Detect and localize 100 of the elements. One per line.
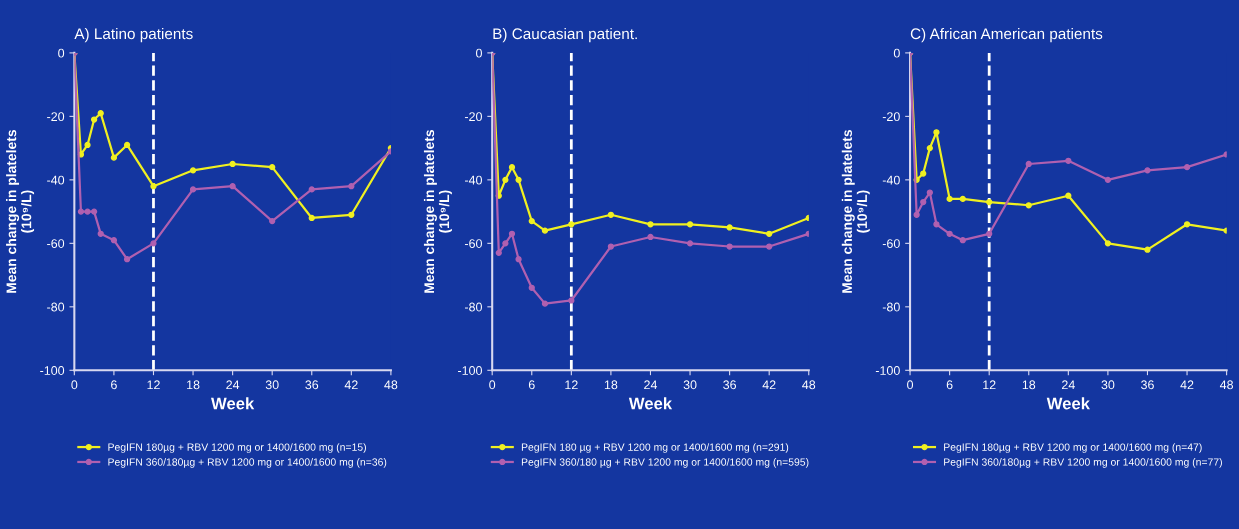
y-tick-label: -100: [40, 366, 65, 375]
y-tick-label: -60: [464, 239, 482, 248]
point: [123, 141, 131, 149]
point: [1104, 176, 1112, 183]
point: [933, 129, 940, 136]
y-tick-label: 0: [58, 48, 65, 58]
point: [77, 208, 85, 215]
point: [607, 243, 615, 250]
point: [269, 164, 276, 171]
point: [229, 183, 236, 190]
point: [97, 110, 104, 117]
y-axis-title: Mean change in platelets (10⁹/L): [423, 129, 452, 293]
point: [502, 176, 509, 183]
x-tick-label: 12: [983, 380, 996, 390]
x-tick-label: 12: [565, 380, 578, 390]
point: [515, 256, 522, 263]
point: [502, 240, 509, 247]
y-tick-label: 0: [893, 48, 900, 58]
x-tick-label: 30: [265, 380, 279, 390]
x-tick-label: 36: [305, 380, 319, 390]
x-tick-label: 6: [528, 380, 535, 390]
y-tick-label: -80: [464, 302, 482, 312]
point: [189, 186, 197, 193]
x-tick-label: 36: [723, 380, 737, 390]
x-tick-label: 6: [946, 380, 953, 390]
point: [946, 195, 953, 203]
x-tick-label: 48: [384, 380, 398, 390]
y-axis-title: Mean change in platelets (10⁹/L): [841, 129, 870, 293]
x-tick-label: 18: [1022, 380, 1036, 390]
y-axis-title: Mean change in platelets (10⁹/L): [6, 129, 35, 293]
point: [90, 208, 98, 215]
point: [926, 144, 933, 152]
x-tick-label: 6: [111, 380, 117, 390]
x-tick-label: 42: [344, 380, 358, 390]
point: [150, 240, 157, 247]
chart-title: C) African American patients: [910, 27, 1103, 43]
x-tick-label: 0: [489, 380, 496, 390]
legend-label: PegIFN 180µg + RBV 1200 mg or 1400/1600 mg (n=15): [108, 443, 366, 453]
x-tick-label: 18: [604, 380, 618, 390]
y-tick-label: -80: [47, 302, 65, 312]
y-tick-label: -20: [464, 112, 482, 122]
x-axis-title: Week: [211, 397, 255, 410]
point: [110, 154, 118, 161]
x-tick-label: 24: [644, 380, 658, 390]
y-tick-label: -20: [47, 112, 65, 122]
point: [1144, 246, 1151, 253]
x-tick-label: 48: [1219, 380, 1234, 390]
chart-title: A) Latino patients: [74, 27, 193, 43]
point: [647, 233, 654, 241]
x-axis-title: Week: [628, 397, 673, 410]
point: [686, 240, 694, 247]
point: [1065, 157, 1072, 164]
legend-label: PegIFN 360/180 µg + RBV 1200 mg or 1400/1600 mg (n=595): [521, 458, 809, 468]
point: [110, 237, 118, 244]
y-tick-label: -20: [882, 112, 900, 122]
point: [726, 243, 733, 250]
point: [528, 217, 535, 225]
point: [986, 230, 993, 237]
point: [1104, 240, 1112, 247]
point: [229, 160, 236, 168]
point: [1183, 221, 1191, 228]
point: [308, 186, 315, 193]
y-tick-label: -100: [458, 366, 482, 375]
point: [308, 214, 315, 222]
point: [946, 230, 953, 237]
point: [90, 116, 98, 123]
point: [189, 167, 197, 174]
point: [515, 176, 522, 183]
point: [766, 243, 773, 250]
point: [508, 230, 516, 237]
point: [986, 198, 993, 206]
point: [348, 211, 355, 218]
x-tick-label: 24: [1062, 380, 1075, 390]
x-axis-title: Week: [1046, 397, 1090, 410]
point: [959, 195, 966, 203]
y-tick-label: -80: [882, 302, 900, 312]
point: [495, 249, 502, 256]
point: [541, 300, 549, 307]
legend-label: PegIFN 360/180µg + RBV 1200 mg or 1400/1600 mg (n=77): [944, 458, 1222, 468]
x-tick-label: 24: [226, 380, 240, 390]
point: [1025, 202, 1032, 209]
point: [1144, 167, 1151, 174]
point: [568, 297, 575, 304]
point: [123, 256, 131, 263]
point: [686, 221, 694, 228]
point: [647, 221, 654, 228]
point: [348, 183, 355, 190]
legend-label: PegIFN 180µg + RBV 1200 mg or 1400/1600 mg (n=47): [944, 443, 1202, 453]
point: [607, 211, 615, 218]
point: [926, 189, 933, 196]
point: [150, 183, 157, 190]
point: [1025, 160, 1032, 168]
x-tick-label: 42: [762, 380, 776, 390]
x-tick-label: 42: [1180, 380, 1194, 390]
point: [84, 141, 91, 149]
y-tick-label: -100: [875, 366, 900, 375]
point: [766, 230, 773, 237]
point: [84, 208, 91, 215]
point: [568, 221, 575, 228]
y-tick-label: -40: [47, 175, 65, 185]
